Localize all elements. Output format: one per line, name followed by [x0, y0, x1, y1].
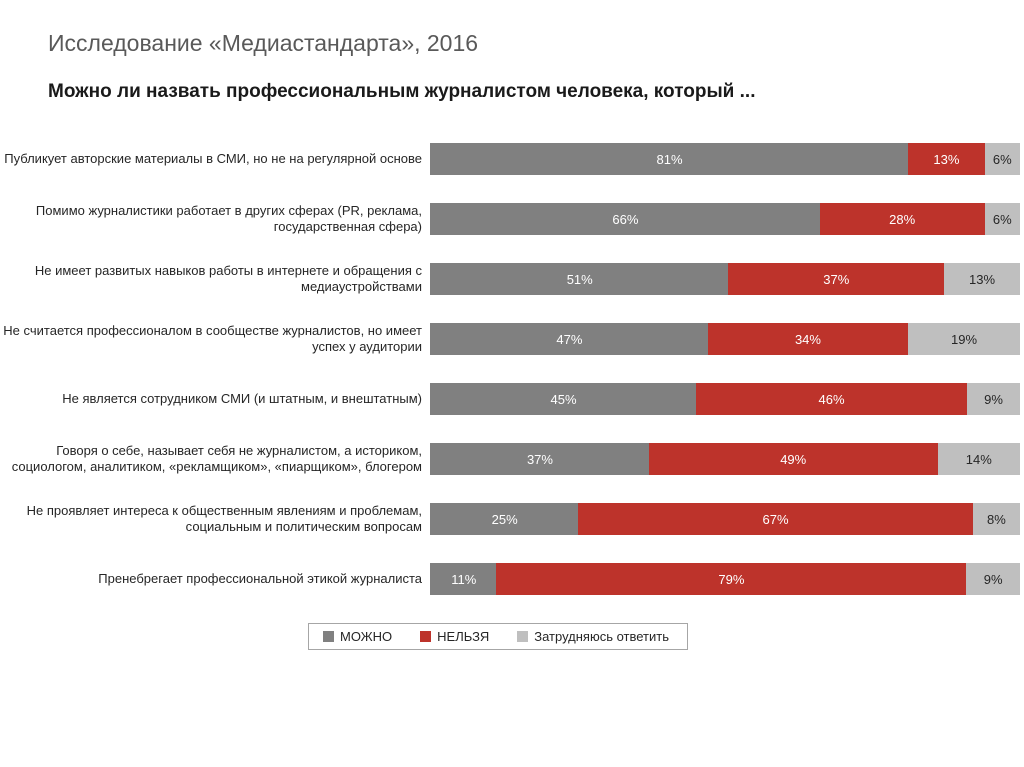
legend-item-can: МОЖНО [323, 629, 392, 644]
chart-row: Публикует авторские материалы в СМИ, но … [0, 129, 1020, 189]
legend: МОЖНО НЕЛЬЗЯ Затрудняюсь ответить [308, 623, 688, 650]
bar-track: 47%34%19% [430, 323, 1020, 355]
segment-value: 45 [551, 392, 565, 407]
legend-label-dk: Затрудняюсь ответить [534, 629, 669, 644]
segment-dk: 6% [985, 203, 1020, 235]
legend-item-cannot: НЕЛЬЗЯ [420, 629, 489, 644]
row-label: Публикует авторские материалы в СМИ, но … [0, 151, 430, 167]
segment-value: 19 [951, 332, 965, 347]
segment-cannot: 49% [649, 443, 938, 475]
segment-dk: 6% [985, 143, 1020, 175]
segment-dk: 14% [938, 443, 1020, 475]
segment-value: 14 [966, 452, 980, 467]
chart-row: Не проявляет интереса к общественным явл… [0, 489, 1020, 549]
legend-item-dk: Затрудняюсь ответить [517, 629, 669, 644]
row-label: Пренебрегает профессиональной этикой жур… [0, 571, 430, 587]
slide: Исследование «Медиастандарта», 2016 Можн… [0, 0, 1024, 767]
bar-track: 11%79%9% [430, 563, 1020, 595]
chart-row: Не является сотрудником СМИ (и штатным, … [0, 369, 1020, 429]
segment-value: 79 [718, 572, 732, 587]
segment-can: 25% [431, 503, 578, 535]
stacked-bar-chart: Публикует авторские материалы в СМИ, но … [0, 129, 1020, 609]
segment-can: 66% [431, 203, 820, 235]
segment-can: 81% [431, 143, 908, 175]
segment-value: 13 [933, 152, 947, 167]
bar-track: 45%46%9% [430, 383, 1020, 415]
segment-value: 9 [984, 572, 991, 587]
segment-value: 28 [889, 212, 903, 227]
segment-value: 34 [795, 332, 809, 347]
segment-value: 6 [993, 212, 1000, 227]
legend-swatch-cannot [420, 631, 431, 642]
segment-value: 13 [969, 272, 983, 287]
row-label: Не имеет развитых навыков работы в интер… [0, 263, 430, 296]
segment-cannot: 79% [496, 563, 966, 595]
segment-value: 46 [819, 392, 833, 407]
chart-row: Пренебрегает профессиональной этикой жур… [0, 549, 1020, 609]
chart-row: Говоря о себе, называет себя не журналис… [0, 429, 1020, 489]
segment-cannot: 46% [696, 383, 967, 415]
segment-value: 67 [763, 512, 777, 527]
segment-dk: 19% [908, 323, 1020, 355]
chart-row: Не имеет развитых навыков работы в интер… [0, 249, 1020, 309]
segment-value: 66 [612, 212, 626, 227]
segment-can: 45% [431, 383, 696, 415]
segment-value: 9 [984, 392, 991, 407]
segment-value: 81 [657, 152, 671, 167]
segment-cannot: 37% [728, 263, 944, 295]
segment-cannot: 67% [578, 503, 973, 535]
segment-value: 47 [556, 332, 570, 347]
segment-dk: 9% [967, 383, 1020, 415]
row-label: Не является сотрудником СМИ (и штатным, … [0, 391, 430, 407]
row-label: Не считается профессионалом в сообществе… [0, 323, 430, 356]
chart-question: Можно ли назвать профессиональным журнал… [48, 81, 1014, 103]
segment-value: 11 [451, 572, 465, 587]
segment-value: 51 [567, 272, 581, 287]
legend-swatch-can [323, 631, 334, 642]
segment-dk: 9% [966, 563, 1020, 595]
segment-value: 8 [987, 512, 994, 527]
chart-row: Не считается профессионалом в сообществе… [0, 309, 1020, 369]
segment-cannot: 34% [708, 323, 908, 355]
segment-value: 37 [823, 272, 837, 287]
segment-can: 11% [431, 563, 496, 595]
bar-track: 51%37%13% [430, 263, 1020, 295]
bar-track: 81%13%6% [430, 143, 1020, 175]
segment-value: 6 [993, 152, 1000, 167]
segment-value: 49 [780, 452, 794, 467]
segment-can: 51% [431, 263, 728, 295]
bar-track: 66%28%6% [430, 203, 1020, 235]
legend-swatch-dk [517, 631, 528, 642]
bar-track: 37%49%14% [430, 443, 1020, 475]
segment-value: 37 [527, 452, 541, 467]
page-title: Исследование «Медиастандарта», 2016 [48, 30, 1014, 57]
row-label: Помимо журналистики работает в других сф… [0, 203, 430, 236]
segment-value: 25 [492, 512, 506, 527]
chart-row: Помимо журналистики работает в других сф… [0, 189, 1020, 249]
legend-label-can: МОЖНО [340, 629, 392, 644]
segment-cannot: 13% [908, 143, 985, 175]
segment-can: 37% [431, 443, 649, 475]
segment-cannot: 28% [820, 203, 985, 235]
row-label: Не проявляет интереса к общественным явл… [0, 503, 430, 536]
segment-dk: 8% [973, 503, 1020, 535]
segment-can: 47% [431, 323, 708, 355]
segment-dk: 13% [944, 263, 1020, 295]
row-label: Говоря о себе, называет себя не журналис… [0, 443, 430, 476]
legend-label-cannot: НЕЛЬЗЯ [437, 629, 489, 644]
bar-track: 25%67%8% [430, 503, 1020, 535]
